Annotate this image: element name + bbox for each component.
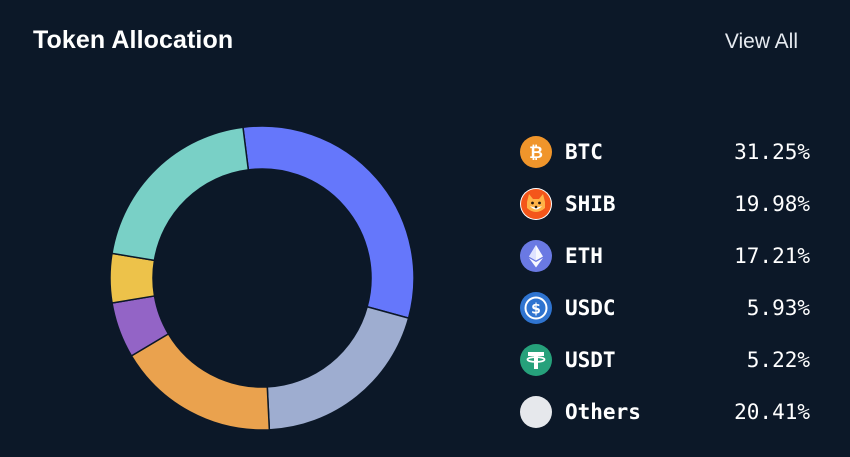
others-icon xyxy=(520,396,552,428)
legend-symbol: SHIB xyxy=(565,192,616,216)
legend-percent: 19.98% xyxy=(734,192,810,216)
legend-item-btc: ₿ BTC 31.25% xyxy=(520,126,810,178)
legend-percent: 17.21% xyxy=(734,244,810,268)
legend-symbol: USDT xyxy=(565,348,616,372)
legend-symbol: USDC xyxy=(565,296,616,320)
legend-percent: 5.93% xyxy=(746,296,810,320)
legend-symbol: ETH xyxy=(565,244,603,268)
legend-item-usdt: USDT 5.22% xyxy=(520,334,810,386)
legend-percent: 20.41% xyxy=(734,400,810,424)
donut-slice-eth xyxy=(130,332,271,431)
usdc-icon: $ xyxy=(520,292,552,324)
usdt-icon xyxy=(520,344,552,376)
eth-icon xyxy=(520,240,552,272)
card-title: Token Allocation xyxy=(33,26,234,54)
btc-icon: ₿ xyxy=(520,136,552,168)
allocation-legend: ₿ BTC 31.25% SHIB 19.98% xyxy=(520,126,810,438)
legend-item-others: Others 20.41% xyxy=(520,386,810,438)
view-all-link[interactable]: View All xyxy=(724,30,798,53)
donut-slice-shib xyxy=(266,305,410,431)
legend-item-usdc: $ USDC 5.93% xyxy=(520,282,810,334)
legend-percent: 5.22% xyxy=(746,348,810,372)
legend-item-eth: ETH 17.21% xyxy=(520,230,810,282)
legend-symbol: Others xyxy=(565,400,641,424)
legend-percent: 31.25% xyxy=(734,140,810,164)
shib-icon xyxy=(520,188,552,220)
legend-item-shib: SHIB 19.98% xyxy=(520,178,810,230)
donut-slice-btc xyxy=(242,125,415,320)
donut-slice-others xyxy=(111,126,250,262)
legend-symbol: BTC xyxy=(565,140,603,164)
allocation-donut-chart xyxy=(109,125,415,431)
donut-slice-usdt xyxy=(109,252,156,304)
svg-text:$: $ xyxy=(531,302,541,318)
svg-text:₿: ₿ xyxy=(529,143,543,163)
